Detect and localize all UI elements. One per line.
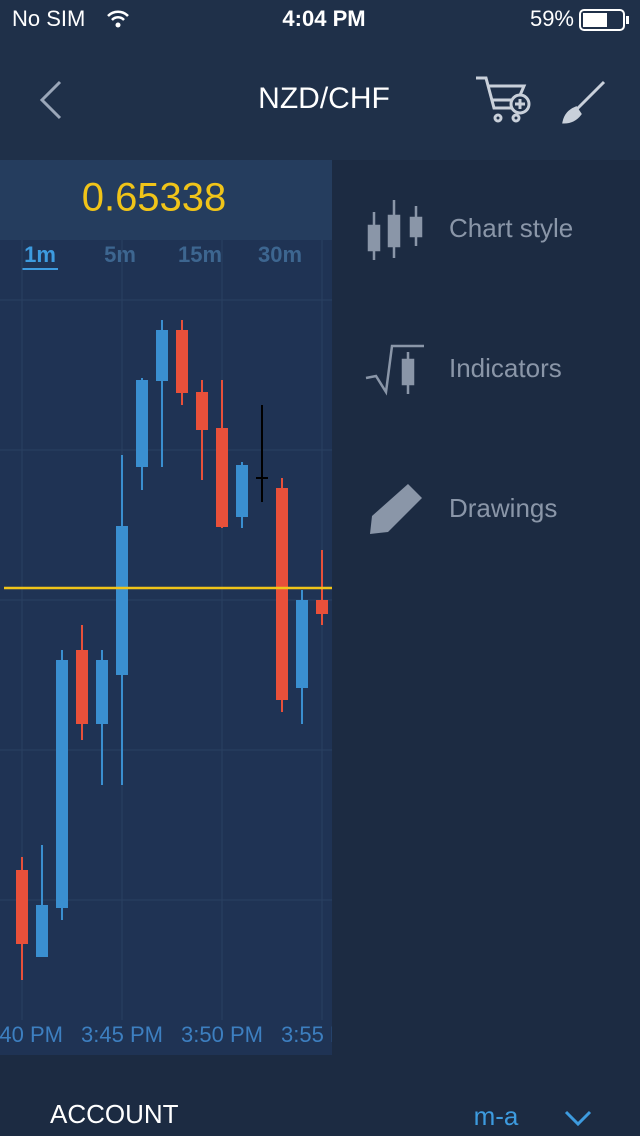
menu-item[interactable]: Drawings xyxy=(449,493,557,523)
candle-body xyxy=(156,330,168,381)
timeframe-tab[interactable]: 5m xyxy=(104,242,136,267)
time-axis: 3:40 PM 3:45 PM 3:50 PM 3:55 PM xyxy=(0,1022,363,1047)
dropdown-arrow[interactable] xyxy=(564,1110,592,1127)
header-title: NZD/CHF xyxy=(258,82,390,115)
candle-body xyxy=(276,488,288,700)
back-button[interactable] xyxy=(39,80,62,120)
menu-item[interactable]: Indicators xyxy=(449,353,562,383)
indicators-icon xyxy=(365,344,424,396)
candle-body xyxy=(176,330,188,393)
candle-body xyxy=(316,600,328,614)
battery-tip xyxy=(626,16,629,24)
time-label: 3:55 PM xyxy=(281,1022,363,1047)
candle-body xyxy=(296,600,308,688)
candle-body xyxy=(56,660,68,908)
battery-level xyxy=(583,13,607,27)
side-menu xyxy=(332,160,640,1055)
timeframe-tab[interactable]: 1m xyxy=(24,242,56,267)
battery-percent: 59% xyxy=(530,6,574,31)
price: 0.65338 xyxy=(82,176,227,220)
wifi-icon xyxy=(107,10,129,21)
candle-body xyxy=(76,650,88,724)
candles xyxy=(16,320,328,980)
timeframe-tab[interactable]: 15m xyxy=(178,242,222,267)
timeframes: 1m 5m 15m 30m xyxy=(22,242,302,270)
clock: 4:04 PM xyxy=(282,6,365,31)
battery-icon xyxy=(579,9,625,31)
candle-body xyxy=(96,660,108,724)
price-strip xyxy=(0,160,332,240)
top-bar xyxy=(0,0,640,160)
candle-body xyxy=(256,477,268,479)
candle-body xyxy=(216,428,228,527)
carrier: No SIM xyxy=(12,6,85,31)
candle-body xyxy=(196,392,208,430)
chart-style-icon xyxy=(367,200,423,260)
candle-body xyxy=(136,380,148,467)
wifi-dot xyxy=(115,22,121,28)
time-label: 3:45 PM xyxy=(81,1022,163,1047)
account-label[interactable]: ACCOUNT xyxy=(50,1099,179,1129)
time-label: 3:50 PM xyxy=(181,1022,263,1047)
time-label: 3:40 PM xyxy=(0,1022,63,1047)
menu-items: Chart style Indicators Drawings xyxy=(449,213,573,523)
brush-button[interactable] xyxy=(562,80,606,124)
user-name[interactable]: m-a xyxy=(474,1101,519,1131)
cart-button[interactable] xyxy=(476,76,531,123)
candle-body xyxy=(116,526,128,675)
drawings-icon xyxy=(370,484,422,534)
candle-body xyxy=(16,870,28,944)
candle-body xyxy=(36,905,48,957)
menu-item[interactable]: Chart style xyxy=(449,213,573,243)
candle-body xyxy=(236,465,248,517)
timeframe-tab[interactable]: 30m xyxy=(258,242,302,267)
